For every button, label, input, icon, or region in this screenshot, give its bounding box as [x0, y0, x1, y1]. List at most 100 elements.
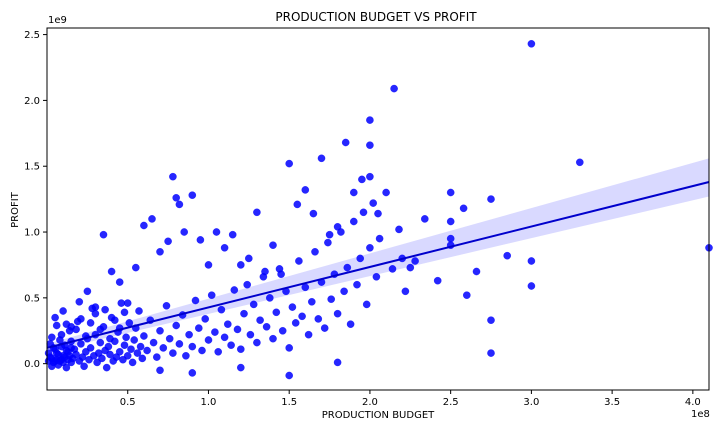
scatter-point	[214, 348, 222, 356]
scatter-point	[350, 217, 358, 226]
scatter-point	[107, 267, 116, 276]
scatter-point	[256, 316, 264, 324]
scatter-point	[243, 280, 251, 289]
scatter-point	[91, 303, 100, 311]
scatter-point	[366, 116, 374, 124]
scatter-point	[324, 238, 332, 247]
scatter-point	[333, 223, 342, 231]
scatter-point	[261, 267, 269, 276]
scatter-point	[120, 341, 129, 349]
scatter-point	[463, 291, 471, 299]
scatter-point	[86, 344, 95, 352]
plot-frame	[46, 27, 710, 391]
scatter-point	[136, 342, 145, 351]
scatter-point	[196, 236, 205, 244]
scatter-point	[388, 265, 397, 273]
scatter-point	[143, 346, 151, 355]
scatter-point	[99, 230, 108, 239]
scatter-point	[106, 334, 114, 343]
scatter-point	[77, 315, 85, 323]
scatter-point	[180, 228, 188, 236]
scatter-point	[237, 363, 245, 372]
scatter-point	[96, 338, 105, 347]
scatter-point	[285, 159, 293, 168]
scatter-point	[59, 307, 67, 315]
scatter-point	[162, 302, 171, 310]
scatter-point	[182, 352, 190, 360]
scatter-point	[230, 286, 239, 294]
scatter-point	[224, 320, 232, 328]
scatter-point	[191, 296, 200, 305]
y-scale-multiplier: 1e9	[48, 15, 67, 26]
scatter-point	[487, 195, 495, 203]
scatter-point	[272, 308, 281, 317]
scatter-point	[527, 40, 536, 48]
scatter-point	[153, 353, 161, 361]
scatter-point	[249, 300, 258, 309]
y-axis-ticks: 0.0 0.5 1.0 1.5 2.0 2.5	[24, 30, 47, 370]
scatter-point	[123, 352, 132, 360]
scatter-point	[51, 313, 59, 322]
scatter-point	[359, 208, 368, 217]
scatter-point	[201, 315, 209, 323]
confidence-band-layer	[47, 158, 709, 352]
scatter-point	[269, 334, 277, 343]
x-axis-label: PRODUCTION BUDGET	[322, 410, 435, 421]
scatter-point	[54, 350, 63, 359]
scatter-point	[353, 280, 361, 289]
scatter-point	[175, 340, 184, 348]
scatter-point	[472, 267, 481, 276]
scatter-point	[459, 204, 468, 213]
scatter-point	[320, 324, 329, 332]
scatter-point	[123, 299, 132, 307]
y-tick-label: 0.0	[24, 359, 40, 370]
x-tick-label: 1.5	[281, 397, 297, 408]
scatter-point	[311, 248, 319, 256]
scatter-point	[327, 295, 335, 303]
scatter-point	[127, 345, 135, 353]
chart-title: PRODUCTION BUDGET VS PROFIT	[275, 10, 477, 24]
scatter-point	[80, 362, 88, 371]
scatter-point	[341, 138, 350, 147]
scatter-point	[75, 298, 84, 306]
scatter-point	[156, 327, 164, 335]
scatter-point	[57, 330, 66, 339]
scatter-point	[253, 208, 261, 217]
scatter-point	[358, 175, 366, 184]
scatter-point	[576, 158, 584, 167]
scatter-point	[172, 321, 180, 330]
scatter-point	[72, 350, 80, 359]
scatter-point	[262, 323, 271, 331]
x-tick-label: 4.0	[685, 397, 701, 408]
scatter-point	[293, 200, 302, 209]
x-axis-ticks: 0.5 1.0 1.5 2.0 2.5 3.0 3.5 4.0	[120, 390, 701, 408]
scatter-point	[343, 263, 352, 272]
scatter-point	[366, 244, 374, 252]
scatter-point	[122, 333, 130, 342]
scatter-point	[308, 298, 316, 306]
scatter-point	[140, 332, 148, 340]
scatter-point	[317, 154, 326, 163]
scatter-point	[164, 237, 172, 246]
scatter-point	[138, 354, 147, 363]
scatter-point	[295, 257, 303, 265]
scatter-point	[159, 344, 168, 352]
y-tick-label: 2.5	[24, 30, 40, 41]
scatter-points-layer	[44, 40, 713, 380]
x-tick-label: 0.5	[120, 397, 136, 408]
scatter-point	[325, 230, 334, 239]
scatter-point	[128, 358, 137, 367]
scatter-point	[62, 320, 71, 328]
scatter-point	[277, 270, 285, 278]
regression-line	[46, 181, 710, 349]
scatter-point	[86, 319, 95, 327]
y-tick-label: 2.0	[24, 96, 40, 107]
scatter-point	[446, 234, 455, 243]
scatter-point	[228, 230, 237, 239]
scatter-point	[204, 336, 213, 344]
scatter-point	[172, 194, 180, 202]
scatter-point	[374, 209, 382, 218]
scatter-point	[446, 188, 455, 197]
scatter-point	[382, 188, 390, 197]
